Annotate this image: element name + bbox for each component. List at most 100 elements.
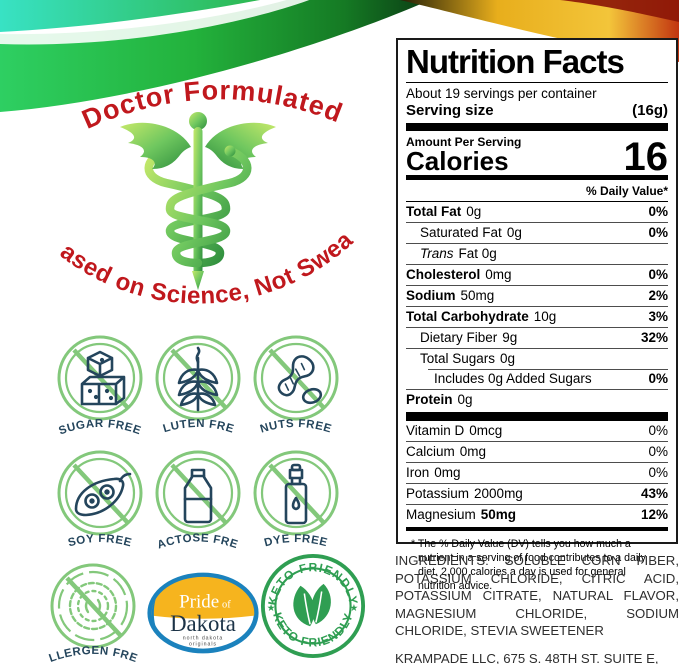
staff-tip — [192, 271, 204, 290]
wave-teal-cap — [0, 0, 260, 32]
vitamin-daily-value: 0% — [648, 423, 668, 439]
vitamin-amount: 0mg — [459, 444, 487, 460]
nutrient-amount: 0g — [457, 392, 473, 408]
thick-rule — [406, 122, 668, 131]
thick-rule — [406, 526, 668, 531]
badge-nuts-free: NUTS FREE — [253, 335, 339, 436]
slash — [170, 463, 228, 525]
nutrient-amount: 0g — [500, 351, 516, 367]
dropper-bottle-icon — [284, 463, 308, 525]
star-right-icon: ★ — [350, 603, 360, 614]
ingredients-block: INGREDIENTS: SOLUBLE CORN FIBER, POTASSI… — [395, 552, 679, 664]
nutrient-name: Protein — [406, 392, 453, 408]
nutrient-amount: 0g — [506, 225, 522, 241]
vitamin-rows: Vitamin D 0mcg 0% Calcium 0mg 0% Iron 0mg 0… — [406, 421, 668, 525]
manufacturer-address: KRAMPADE LLC, 675 S. 48TH ST. SUITE E, G… — [395, 650, 659, 664]
calories-value: 16 — [623, 135, 669, 180]
nutrition-row: Sodium 50mg 2% — [406, 284, 668, 306]
thick-rule — [406, 411, 668, 421]
snake-left-head — [160, 145, 172, 157]
vitamin-daily-value: 0% — [648, 465, 668, 481]
amount-per-serving: Amount Per Serving — [406, 134, 522, 149]
calories-row: Amount Per Serving Calories 16 — [406, 134, 669, 180]
nutrient-daily-value: 3% — [648, 309, 668, 325]
vitamin-amount: 0mcg — [469, 423, 503, 439]
nutrition-row: Dietary Fiber 9g 32% — [406, 326, 668, 348]
nutrient-amount: 0g — [466, 204, 482, 220]
badge-inner-ring — [64, 342, 136, 414]
badge-gluten-free: GLUTEN FREE — [150, 328, 241, 436]
caduceus-icon — [120, 112, 276, 290]
nutrient-amount: 0mg — [485, 267, 512, 283]
vitamin-daily-value: 0% — [648, 444, 668, 460]
vitamin-name: Vitamin D — [406, 423, 465, 439]
calories-label: Calories — [406, 145, 509, 176]
vitamin-name: Magnesium — [406, 507, 476, 523]
vitamin-row: Calcium 0mg 0% — [406, 440, 668, 462]
wave-red-streak — [560, 0, 679, 22]
nutrient-name: Cholesterol — [406, 267, 481, 283]
servings-per-container: About 19 servings per container — [406, 85, 597, 101]
daily-value-header: % Daily Value* — [406, 180, 668, 202]
nutrition-facts-panel: Nutrition Facts About 19 servings per co… — [396, 38, 678, 592]
nutrient-daily-value: 0% — [648, 204, 668, 220]
sugar-cubes-icon — [80, 350, 126, 406]
snake-right-head — [224, 145, 236, 157]
serving-size-row: Serving size (16g) — [406, 101, 668, 123]
vitamin-daily-value: 43% — [640, 486, 668, 502]
slash — [65, 576, 123, 638]
nutrition-title: Nutrition Facts — [406, 45, 668, 83]
pride-of-text: Pride of — [179, 591, 231, 612]
nutrition-row: Saturated Fat 0g 0% — [406, 221, 668, 243]
logo-gold-top — [151, 576, 255, 619]
serving-size-label: Serving size — [406, 101, 494, 119]
pride-of-dakota-logo: Pride of Dakota north dakota originals — [147, 572, 259, 654]
keto-friendly-badge: KETO FRIENDLY KETO FRIENDLY ★ ★ — [260, 553, 366, 659]
nutrient-daily-value: 0% — [648, 371, 668, 387]
leaves-icon — [293, 583, 331, 627]
vitamin-row: Potassium 2000mg 43% — [406, 482, 668, 504]
nutrient-amount: 50mg — [460, 288, 495, 304]
allergen-icon — [68, 581, 118, 631]
nutrition-row: Trans Fat 0g — [406, 242, 668, 264]
originals-text: originals — [189, 641, 217, 647]
soy-pod-icon — [74, 472, 132, 517]
vitamin-amount: 2000mg — [474, 486, 523, 502]
badge-label: NUTS FREE — [259, 418, 333, 436]
nutrient-daily-value: 0% — [648, 225, 668, 241]
badge-lactose-free: LACTOSE FREE — [150, 443, 241, 552]
stamp-outer-ring — [260, 553, 366, 659]
wheat-icon — [177, 346, 219, 412]
vitamin-name: Potassium — [406, 486, 470, 502]
wave-green-band — [0, 0, 430, 112]
badge-soy-free: SOY FREE — [57, 450, 143, 550]
slash — [268, 463, 326, 525]
vitamin-amount: 50mg — [480, 507, 517, 523]
daily-value-footnote: * The % Daily Value (DV) tells you how m… — [411, 537, 646, 592]
nutrient-daily-value: 2% — [648, 288, 668, 304]
nutrient-amount: 9g — [502, 330, 518, 346]
staff — [193, 127, 203, 275]
badge-label: SOY FREE — [67, 533, 133, 550]
vitamin-name: Calcium — [406, 444, 455, 460]
nutrition-rows: Total Fat 0g 0% Saturated Fat 0g 0% Trans F… — [406, 202, 668, 410]
nutrient-name: Saturated Fat — [420, 225, 502, 241]
nutrient-name: Total Sugars — [420, 351, 496, 367]
vitamin-row: Vitamin D 0mcg 0% — [406, 421, 668, 441]
nutrition-row: Total Fat 0g 0% — [406, 202, 668, 222]
ingredients-text: INGREDIENTS: SOLUBLE CORN FIBER, POTASSI… — [395, 553, 679, 638]
badge-dye-free: DYE FREE — [253, 450, 339, 549]
nutrient-amount: Fat 0g — [458, 246, 497, 262]
vitamin-name: Iron — [406, 465, 430, 481]
nutrient-daily-value: 32% — [640, 330, 668, 346]
badge-outer-ring — [57, 335, 143, 421]
nutrition-row: Includes 0g Added Sugars 0% — [406, 368, 668, 389]
nutrition-row: Total Carbohydrate 10g 3% — [406, 305, 668, 327]
vitamin-amount: 0mg — [434, 465, 461, 481]
badge-label: DYE FREE — [263, 533, 329, 549]
nutrient-name: Includes 0g Added Sugars — [434, 371, 592, 387]
serving-size-value: (16g) — [632, 101, 668, 119]
nutrient-name: Total Carbohydrate — [406, 309, 529, 325]
milk-bottle-icon — [183, 468, 213, 524]
